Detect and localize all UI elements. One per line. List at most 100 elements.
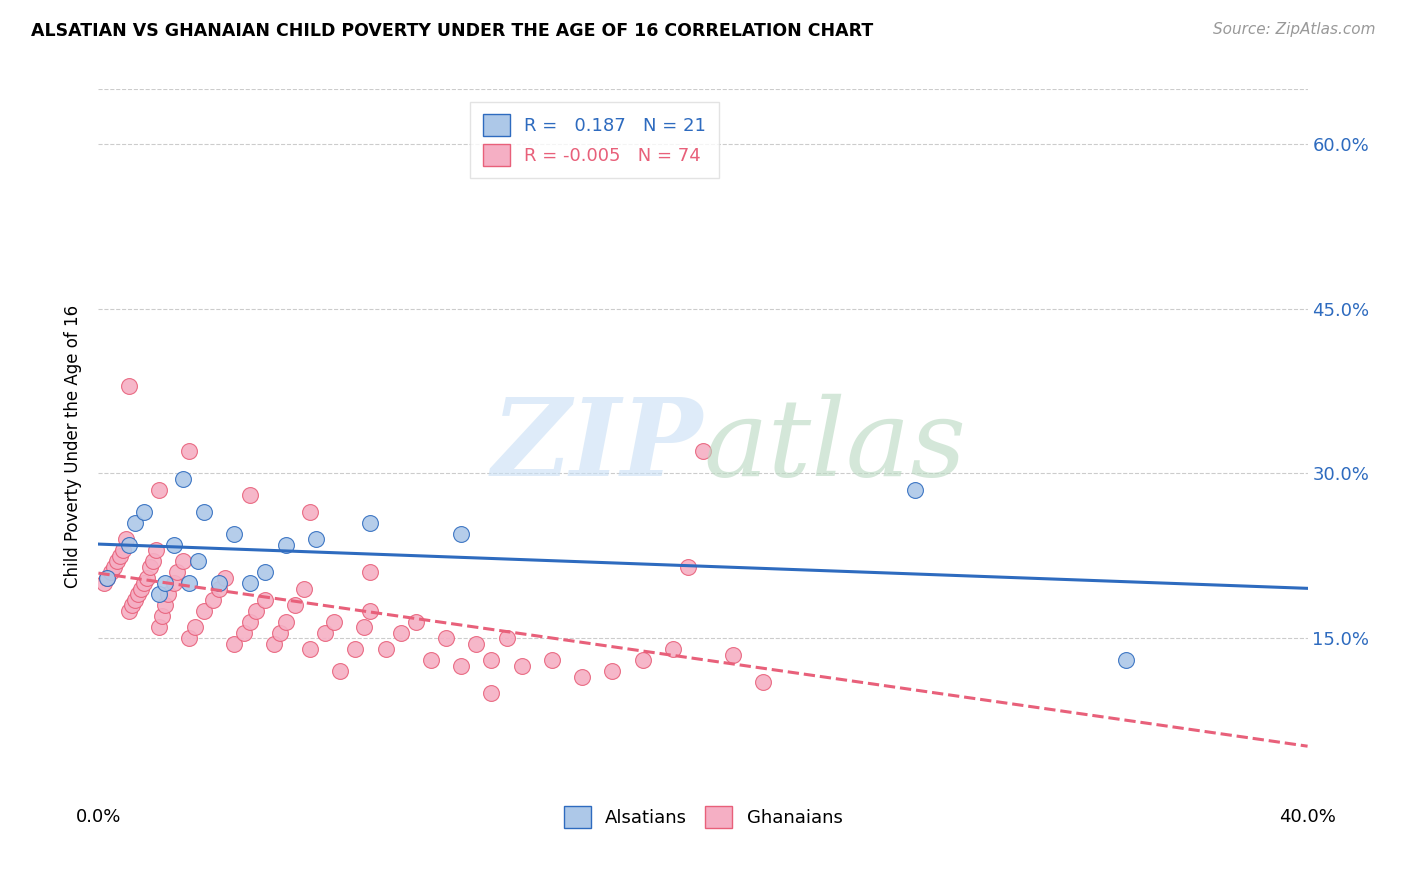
Point (179, 631, 201, 645)
Point (274, 538, 297, 552)
Point (465, 637, 488, 651)
Point (179, 444, 201, 458)
Point (124, 516, 146, 530)
Point (571, 669, 593, 683)
Point (163, 538, 186, 552)
Point (314, 625, 336, 640)
Point (752, 675, 775, 690)
Point (118, 604, 141, 618)
Point (434, 631, 457, 645)
Point (284, 598, 307, 612)
Point (111, 543, 134, 558)
Point (540, 653, 562, 667)
Point (172, 554, 194, 568)
Point (904, 483, 927, 497)
Point (253, 566, 276, 580)
Point (121, 598, 143, 612)
Point (105, 554, 128, 568)
Point (129, 582, 152, 596)
Point (163, 576, 186, 591)
Point (166, 566, 188, 580)
Point (193, 505, 215, 519)
Point (139, 559, 162, 574)
Point (224, 637, 246, 651)
Point (132, 505, 155, 519)
Point (103, 559, 125, 574)
Point (692, 444, 714, 458)
Point (299, 642, 322, 657)
Point (602, 664, 624, 678)
Point (239, 576, 262, 591)
Point (187, 554, 209, 568)
Point (184, 620, 207, 634)
Point (208, 582, 231, 596)
Point (148, 587, 170, 601)
Point (96, 571, 118, 585)
Point (132, 576, 155, 591)
Point (232, 625, 254, 640)
Point (245, 604, 267, 618)
Point (374, 642, 396, 657)
Point (323, 615, 346, 629)
Point (481, 653, 503, 667)
Point (153, 576, 176, 591)
Point (450, 526, 472, 541)
Point (172, 472, 194, 486)
Point (269, 625, 291, 640)
Point (145, 543, 167, 558)
Point (292, 582, 315, 596)
Point (239, 488, 262, 502)
Point (148, 483, 170, 497)
Point (156, 587, 179, 601)
Point (253, 592, 276, 607)
Point (193, 604, 215, 618)
Point (420, 653, 443, 667)
Text: atlas: atlas (703, 393, 966, 499)
Point (510, 658, 533, 673)
Point (631, 653, 654, 667)
Point (360, 516, 382, 530)
Point (676, 559, 699, 574)
Point (214, 571, 236, 585)
Point (274, 615, 297, 629)
Point (148, 620, 170, 634)
Point (142, 554, 165, 568)
Point (661, 642, 683, 657)
Point (495, 631, 517, 645)
Point (1115, 653, 1137, 667)
Point (305, 533, 328, 547)
Point (153, 598, 176, 612)
Point (96, 571, 118, 585)
Point (93, 576, 115, 591)
Point (405, 615, 427, 629)
Legend: Alsatians, Ghanaians: Alsatians, Ghanaians (554, 797, 852, 837)
Point (353, 620, 375, 634)
Point (239, 615, 262, 629)
Point (360, 566, 382, 580)
Point (481, 686, 503, 700)
Point (208, 576, 231, 591)
Point (263, 637, 285, 651)
Point (389, 625, 412, 640)
Point (299, 505, 322, 519)
Point (179, 576, 201, 591)
Point (150, 609, 173, 624)
Text: ZIP: ZIP (492, 393, 703, 499)
Point (118, 378, 141, 392)
Point (100, 566, 122, 580)
Point (108, 549, 131, 563)
Point (118, 538, 141, 552)
Y-axis label: Child Poverty Under the Age of 16: Child Poverty Under the Age of 16 (65, 304, 83, 588)
Text: ALSATIAN VS GHANAIAN CHILD POVERTY UNDER THE AGE OF 16 CORRELATION CHART: ALSATIAN VS GHANAIAN CHILD POVERTY UNDER… (31, 22, 873, 40)
Point (135, 571, 157, 585)
Point (329, 664, 352, 678)
Point (202, 592, 225, 607)
Point (723, 648, 745, 662)
Point (114, 533, 136, 547)
Point (360, 604, 382, 618)
Point (450, 658, 472, 673)
Point (344, 642, 367, 657)
Text: Source: ZipAtlas.com: Source: ZipAtlas.com (1212, 22, 1375, 37)
Point (224, 526, 246, 541)
Point (124, 592, 146, 607)
